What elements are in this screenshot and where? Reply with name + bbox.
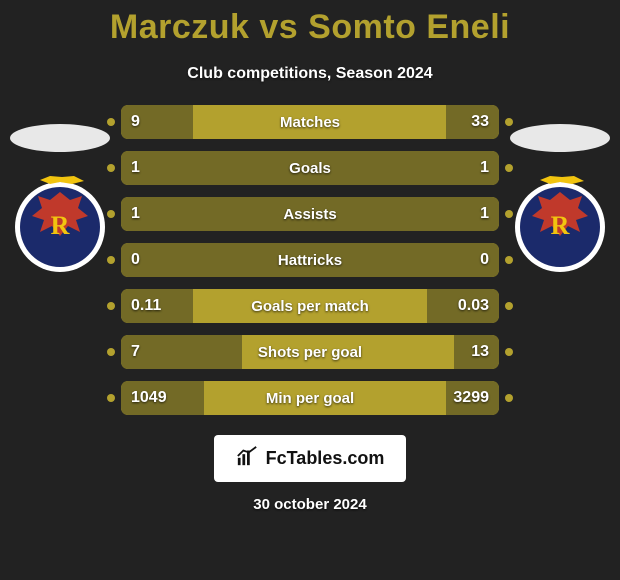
brand-badge[interactable]: FcTables.com — [214, 435, 407, 482]
footer: FcTables.com 30 october 2024 — [0, 435, 620, 513]
stat-label: Hattricks — [121, 252, 499, 269]
stat-label: Matches — [121, 114, 499, 131]
stat-label: Assists — [121, 206, 499, 223]
player-photo-left-placeholder — [10, 124, 110, 152]
stat-label: Goals per match — [121, 298, 499, 315]
subtitle: Club competitions, Season 2024 — [0, 65, 620, 83]
stat-row-matches: 9 Matches 33 — [121, 105, 499, 139]
club-crest-left: R — [10, 172, 110, 272]
stat-row-goals-per-match: 0.11 Goals per match 0.03 — [121, 289, 499, 323]
stat-label: Goals — [121, 160, 499, 177]
stat-value-right: 1 — [480, 197, 489, 231]
player-photo-right-placeholder — [510, 124, 610, 152]
stat-value-right: 13 — [471, 335, 489, 369]
stat-row-goals: 1 Goals 1 — [121, 151, 499, 185]
stat-value-right: 0.03 — [458, 289, 489, 323]
stat-value-right: 0 — [480, 243, 489, 277]
club-crest-right: R — [510, 172, 610, 272]
chart-icon — [236, 445, 258, 472]
page-title: Marczuk vs Somto Eneli — [0, 0, 620, 47]
stat-row-shots-per-goal: 7 Shots per goal 13 — [121, 335, 499, 369]
stat-value-right: 3299 — [453, 381, 489, 415]
stat-label: Min per goal — [121, 390, 499, 407]
stat-row-min-per-goal: 1049 Min per goal 3299 — [121, 381, 499, 415]
stats-container: 9 Matches 33 1 Goals 1 1 Assists 1 0 Hat… — [121, 105, 499, 415]
stat-row-assists: 1 Assists 1 — [121, 197, 499, 231]
stat-label: Shots per goal — [121, 344, 499, 361]
stat-value-right: 1 — [480, 151, 489, 185]
stat-value-right: 33 — [471, 105, 489, 139]
brand-text: FcTables.com — [266, 448, 385, 469]
stat-row-hattricks: 0 Hattricks 0 — [121, 243, 499, 277]
svg-text:R: R — [551, 211, 570, 240]
svg-text:R: R — [51, 211, 70, 240]
footer-date: 30 october 2024 — [253, 496, 366, 513]
